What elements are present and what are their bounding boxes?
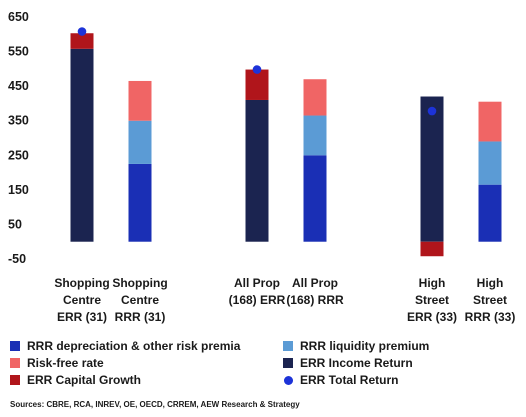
x-axis: Shopping Centre ERR (31) Shopping Centre RRR … — [54, 276, 515, 324]
legend-label: ERR Income Return — [300, 356, 413, 370]
legend-item-err-capital-growth: ERR Capital Growth — [10, 371, 141, 389]
x-tick-label: RRR (31) — [115, 310, 166, 324]
legend-item-rrr-liquidity: RRR liquidity premium — [283, 337, 429, 355]
y-tick-label: 50 — [8, 217, 22, 231]
x-tick-label: ERR (33) — [407, 310, 457, 324]
legend-item-rrr-depreciation: RRR depreciation & other risk premia — [10, 337, 240, 355]
x-tick-label: (168) ERR — [229, 293, 286, 307]
bar-segment-2-1 — [128, 80, 152, 121]
legend-item-err-total-return: ERR Total Return — [283, 371, 398, 389]
bar-segment-0-1 — [128, 163, 152, 242]
bar-segment-0-5 — [478, 184, 502, 242]
legend-swatch — [10, 375, 20, 385]
legend-label: ERR Capital Growth — [27, 373, 142, 387]
total-return-points — [77, 27, 437, 116]
x-tick-label: Street — [473, 293, 507, 307]
total-return-point-4 — [427, 106, 437, 116]
x-tick-label: Shopping — [54, 276, 109, 290]
legend-label: RRR depreciation & other risk premia — [27, 339, 241, 353]
bar-segment-1-1 — [128, 120, 152, 164]
legend-label: Risk-free rate — [27, 356, 104, 370]
bar-segment-4-2 — [245, 69, 269, 100]
x-tick-label: All Prop — [292, 276, 338, 290]
y-tick-label: -50 — [8, 252, 26, 266]
bar-segment-3-0 — [70, 48, 94, 242]
total-return-point-0 — [77, 27, 87, 36]
bar-segment-3-4 — [420, 96, 444, 242]
x-tick-label: RRR (33) — [465, 310, 516, 324]
x-tick-label: Centre — [121, 293, 159, 307]
legend-swatch — [10, 341, 20, 351]
x-tick-label: Street — [415, 293, 449, 307]
x-tick-label: High — [477, 276, 504, 290]
total-return-point-2 — [252, 65, 262, 74]
x-tick-label: ERR (31) — [57, 310, 107, 324]
legend-swatch — [283, 341, 293, 351]
bar-segment-2-3 — [303, 79, 327, 116]
y-tick-label: 250 — [8, 148, 29, 162]
bar-segment-2-5 — [478, 101, 502, 142]
legend-swatch — [10, 358, 20, 368]
legend-swatch — [283, 358, 293, 368]
y-tick-label: 650 — [8, 10, 29, 24]
bar-segment-3-2 — [245, 99, 269, 242]
bars — [70, 33, 502, 257]
legend-dot — [284, 375, 293, 385]
x-tick-label: High — [419, 276, 446, 290]
y-tick-label: 550 — [8, 45, 29, 59]
source-note: Sources: CBRE, RCA, INREV, OE, OECD, CRR… — [10, 400, 300, 409]
bar-segment-1-5 — [478, 141, 502, 185]
y-tick-label: 350 — [8, 114, 29, 128]
x-tick-label: All Prop — [234, 276, 280, 290]
bar-segment-4-0 — [70, 33, 94, 49]
x-tick-label: Shopping — [112, 276, 167, 290]
y-axis: 650 550 450 350 250 150 50 -50 — [8, 10, 29, 266]
legend-label: RRR liquidity premium — [300, 339, 430, 353]
x-tick-label: (168) RRR — [286, 293, 344, 307]
bar-segment-4-4 — [420, 241, 444, 257]
legend-label: ERR Total Return — [300, 373, 399, 387]
legend-item-err-income-return: ERR Income Return — [283, 354, 413, 372]
x-tick-label: Centre — [63, 293, 101, 307]
bar-segment-0-3 — [303, 155, 327, 242]
legend-item-risk-free-rate: Risk-free rate — [10, 354, 104, 372]
y-tick-label: 450 — [8, 79, 29, 93]
bar-segment-1-3 — [303, 115, 327, 156]
chart: 650 550 450 350 250 150 50 -50 Shopping Centre ER… — [8, 10, 515, 324]
y-tick-label: 150 — [8, 183, 29, 197]
